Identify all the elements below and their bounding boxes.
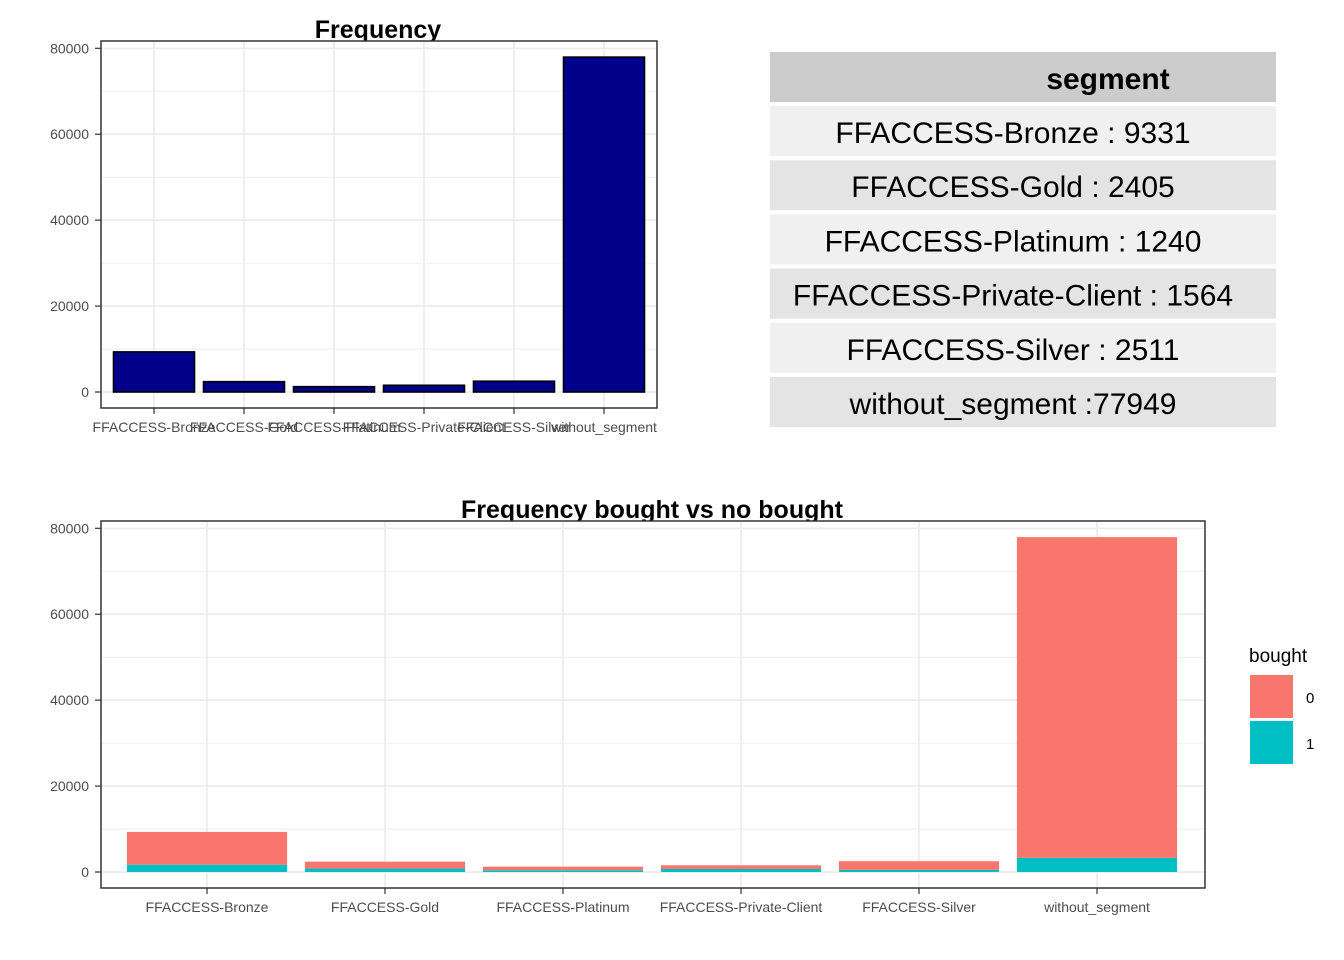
x-tick-label: FFACCESS-Platinum — [496, 899, 629, 915]
y-tick-label: 40000 — [50, 692, 89, 708]
legend-label: 1 — [1306, 736, 1314, 753]
bar — [382, 384, 466, 393]
x-tick-label: FFACCESS-Silver — [457, 419, 571, 435]
bar-not-bought — [838, 861, 1000, 870]
table-header-bg — [770, 52, 1276, 102]
x-tick-label: FFACCESS-Private-Client — [343, 419, 506, 435]
bar-bought — [126, 864, 288, 872]
bar-bought — [838, 869, 1000, 872]
bar-not-bought — [126, 831, 288, 865]
legend-swatch — [1250, 675, 1293, 718]
table-cell: FFACCESS-Private-Client : 1564 — [793, 280, 1233, 313]
bar-not-bought — [660, 865, 822, 869]
bars — [112, 56, 646, 393]
y-tick-label: 20000 — [50, 778, 89, 794]
table-row — [770, 322, 1276, 373]
table-cell: FFACCESS-Gold : 2405 — [851, 171, 1174, 204]
y-tick-label: 40000 — [50, 212, 89, 228]
table-header: segment — [1046, 63, 1169, 96]
bar-bought — [304, 868, 466, 872]
x-tick-label: FFACCESS-Gold — [190, 419, 298, 435]
bar-not-bought — [482, 866, 644, 871]
legend: bought 01 — [1249, 646, 1314, 764]
x-tick-label: FFACCESS-Bronze — [93, 419, 216, 435]
bar-not-bought — [304, 861, 466, 869]
axis-ticks: 020000400006000080000FFACCESS-BronzeFFAC… — [50, 40, 657, 435]
plot-border — [100, 520, 1206, 889]
bar-bought — [660, 868, 822, 872]
bar — [112, 351, 196, 393]
y-tick-label: 80000 — [50, 40, 89, 56]
bar-bought — [1016, 857, 1178, 872]
x-tick-label: without_segment — [1043, 899, 1150, 915]
bar — [562, 56, 646, 393]
bar-bought — [482, 870, 644, 872]
bar — [292, 385, 376, 393]
chart-title: Frequency — [315, 16, 442, 44]
y-tick-label: 60000 — [50, 126, 89, 142]
table-cell: without_segment :77949 — [849, 388, 1177, 421]
y-tick-label: 60000 — [50, 606, 89, 622]
bar-not-bought — [1016, 537, 1178, 858]
chart-title: Frequency bought vs no bought — [461, 496, 844, 524]
segment-table: segment FFACCESS-Bronze : 9331 FFACCESS-G… — [770, 52, 1276, 427]
x-tick-label: FFACCESS-Bronze — [146, 899, 269, 915]
bar — [472, 380, 556, 393]
bar — [202, 380, 286, 393]
table-row — [770, 377, 1276, 427]
y-tick-label: 0 — [81, 384, 89, 400]
table-cell: FFACCESS-Platinum : 1240 — [825, 225, 1202, 258]
x-tick-label: FFACCESS-Private-Client — [660, 899, 823, 915]
plot-border — [100, 40, 658, 409]
frequency-chart: Frequency 0 20000 40000 60000 80000 FFACCESS-… — [50, 16, 658, 435]
legend-swatch — [1250, 721, 1293, 764]
x-tick-label: FFACCESS-Gold — [331, 899, 439, 915]
y-tick-label: 80000 — [50, 520, 89, 536]
x-tick-label: without_segment — [550, 419, 657, 435]
table-row — [770, 160, 1276, 211]
y-tick-label: 0 — [81, 864, 89, 880]
x-tick-label: FFACCESS-Silver — [862, 899, 976, 915]
legend-items: 01 — [1250, 675, 1314, 764]
x-tick-label: FFACCESS-Platinum — [267, 419, 400, 435]
y-tick-label: 20000 — [50, 298, 89, 314]
bought-chart: Frequency bought vs no bought 0 20000 4000… — [50, 496, 1206, 915]
legend-title: bought — [1249, 646, 1308, 667]
table-cell: FFACCESS-Bronze : 9331 — [835, 117, 1190, 150]
table-rows: FFACCESS-Bronze : 9331 FFACCESS-Gold : 24… — [770, 106, 1276, 427]
table-cell: FFACCESS-Silver : 2511 — [847, 334, 1180, 367]
table-row — [770, 214, 1276, 265]
axis-ticks: 0 20000 40000 60000 80000 FFACCESS-Bronze FFAC… — [50, 520, 1150, 915]
legend-label: 0 — [1306, 690, 1314, 707]
table-row — [770, 268, 1276, 319]
table-row — [770, 106, 1276, 156]
bars — [126, 537, 1178, 872]
